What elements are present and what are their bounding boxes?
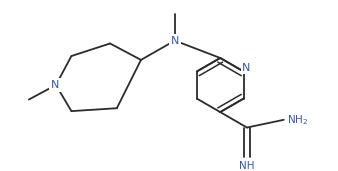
Text: NH: NH xyxy=(239,161,255,171)
Text: N: N xyxy=(51,80,59,90)
Text: N: N xyxy=(242,63,251,73)
Text: NH$_2$: NH$_2$ xyxy=(287,113,308,127)
Text: N: N xyxy=(171,36,179,46)
